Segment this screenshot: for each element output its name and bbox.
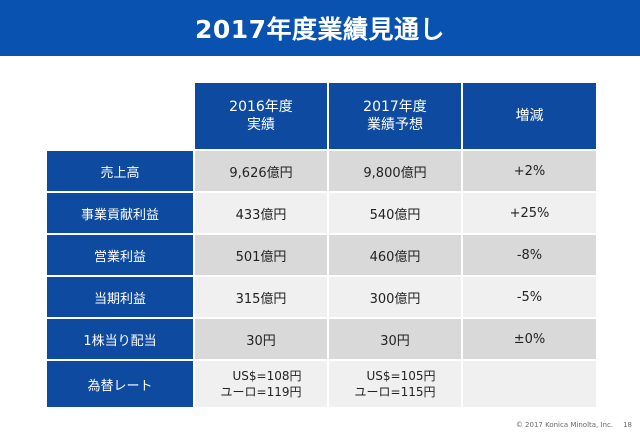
cell-2016-fx: US$=108円 ユーロ=119円 [195, 361, 329, 409]
fx-2016-lines: US$=108円 ユーロ=119円 [221, 368, 302, 400]
cell-2017: 30円 [329, 319, 463, 361]
cell-change-fx [463, 361, 598, 409]
cell-2017: 540億円 [329, 193, 463, 235]
header-2017-forecast: 2017年度 業績予想 [329, 83, 463, 151]
forecast-table: 2016年度 実績 2017年度 業績予想 増減 売上高 9,626億円 9,8… [47, 83, 598, 409]
page-number: 18 [623, 421, 632, 429]
cell-2016: 9,626億円 [195, 151, 329, 193]
cell-2016: 30円 [195, 319, 329, 361]
fx-2016-eur: ユーロ=119円 [220, 385, 302, 399]
fx-2017-lines: US$=105円 ユーロ=115円 [355, 368, 436, 400]
table-row: 事業貢献利益 433億円 540億円 +25% [47, 193, 598, 235]
cell-change: ±0% [463, 319, 598, 361]
header-2016-line2: 実績 [247, 117, 275, 133]
copyright: © 2017 Konica Minolta, Inc. [515, 421, 614, 429]
fx-2017-eur: ユーロ=115円 [354, 385, 436, 399]
cell-2016: 315億円 [195, 277, 329, 319]
table-header-row: 2016年度 実績 2017年度 業績予想 増減 [47, 83, 598, 151]
header-blank-cell [47, 83, 195, 151]
footer: © 2017 Konica Minolta, Inc. 18 [516, 421, 632, 429]
table-row: 1株当り配当 30円 30円 ±0% [47, 319, 598, 361]
header-2017-line2: 業績予想 [367, 117, 423, 133]
table-row: 当期利益 315億円 300億円 -5% [47, 277, 598, 319]
cell-change: -8% [463, 235, 598, 277]
header-2017-line1: 2017年度 [363, 99, 427, 115]
cell-2017: 9,800億円 [329, 151, 463, 193]
cell-change: +2% [463, 151, 598, 193]
cell-2016: 433億円 [195, 193, 329, 235]
table-row: 営業利益 501億円 460億円 -8% [47, 235, 598, 277]
cell-2017: 460億円 [329, 235, 463, 277]
row-label: 為替レート [47, 361, 195, 409]
cell-2017-fx: US$=105円 ユーロ=115円 [329, 361, 463, 409]
row-label: 事業貢献利益 [47, 193, 195, 235]
fx-2017-usd: US$=105円 [366, 369, 436, 383]
header-2016-line1: 2016年度 [229, 99, 293, 115]
table-row-fx: 為替レート US$=108円 ユーロ=119円 US$=105円 ユーロ=115… [47, 361, 598, 409]
fx-2016-usd: US$=108円 [232, 369, 302, 383]
page-title: 2017年度業績見通し [194, 15, 446, 44]
row-label: 当期利益 [47, 277, 195, 319]
row-label: 売上高 [47, 151, 195, 193]
header-2016-actual: 2016年度 実績 [195, 83, 329, 151]
cell-change: -5% [463, 277, 598, 319]
header-change-label: 増減 [515, 108, 544, 124]
title-banner: 2017年度業績見通し [0, 0, 640, 56]
cell-2017: 300億円 [329, 277, 463, 319]
table-row: 売上高 9,626億円 9,800億円 +2% [47, 151, 598, 193]
cell-2016: 501億円 [195, 235, 329, 277]
header-change: 増減 [463, 83, 598, 151]
row-label: 営業利益 [47, 235, 195, 277]
row-label: 1株当り配当 [47, 319, 195, 361]
cell-change: +25% [463, 193, 598, 235]
